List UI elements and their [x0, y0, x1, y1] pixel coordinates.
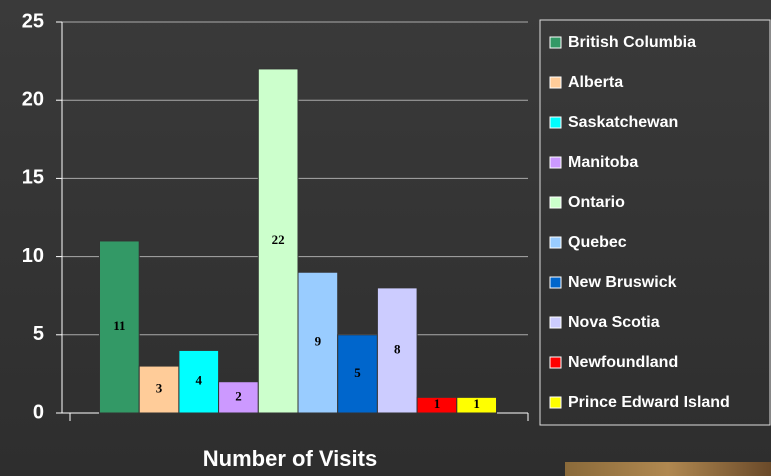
y-tick-label: 25	[22, 10, 44, 32]
legend-swatch	[550, 357, 561, 368]
y-tick-label: 10	[22, 245, 44, 267]
data-label: 4	[196, 373, 203, 388]
data-label: 1	[473, 396, 480, 411]
legend-label: New Bruswick	[568, 274, 677, 291]
legend-swatch	[550, 77, 561, 88]
data-label: 1	[434, 396, 441, 411]
data-label: 3	[156, 381, 163, 396]
legend-swatch	[550, 157, 561, 168]
decoration	[565, 462, 771, 476]
legend-swatch	[550, 397, 561, 408]
legend-label: Manitoba	[568, 154, 638, 171]
y-tick-label: 15	[22, 167, 44, 189]
legend-label: Newfoundland	[568, 354, 678, 371]
legend-swatch	[550, 37, 561, 48]
legend-swatch	[550, 277, 561, 288]
legend-swatch	[550, 117, 561, 128]
data-label: 22	[272, 232, 285, 247]
legend-label: Saskatchewan	[568, 114, 678, 131]
legend-label: Prince Edward Island	[568, 394, 730, 411]
legend-label: Nova Scotia	[568, 314, 660, 331]
legend-label: Alberta	[568, 74, 623, 91]
page: Number of Visits 051015202511British Col…	[0, 0, 771, 476]
legend-label: Quebec	[568, 234, 627, 251]
x-axis-title: Number of Visits	[203, 446, 377, 471]
data-label: 8	[394, 341, 401, 356]
legend-label: British Columbia	[568, 34, 696, 51]
data-label: 5	[354, 365, 361, 380]
chart: Number of Visits 051015202511British Col…	[0, 0, 771, 476]
y-tick-label: 20	[22, 88, 44, 110]
legend-swatch	[550, 197, 561, 208]
data-label: 9	[315, 334, 322, 349]
data-label: 2	[235, 388, 242, 403]
legend-swatch	[550, 317, 561, 328]
legend-swatch	[550, 237, 561, 248]
data-label: 11	[113, 318, 125, 333]
y-tick-label: 0	[33, 401, 44, 423]
legend-label: Ontario	[568, 194, 625, 211]
y-tick-label: 5	[33, 323, 44, 345]
